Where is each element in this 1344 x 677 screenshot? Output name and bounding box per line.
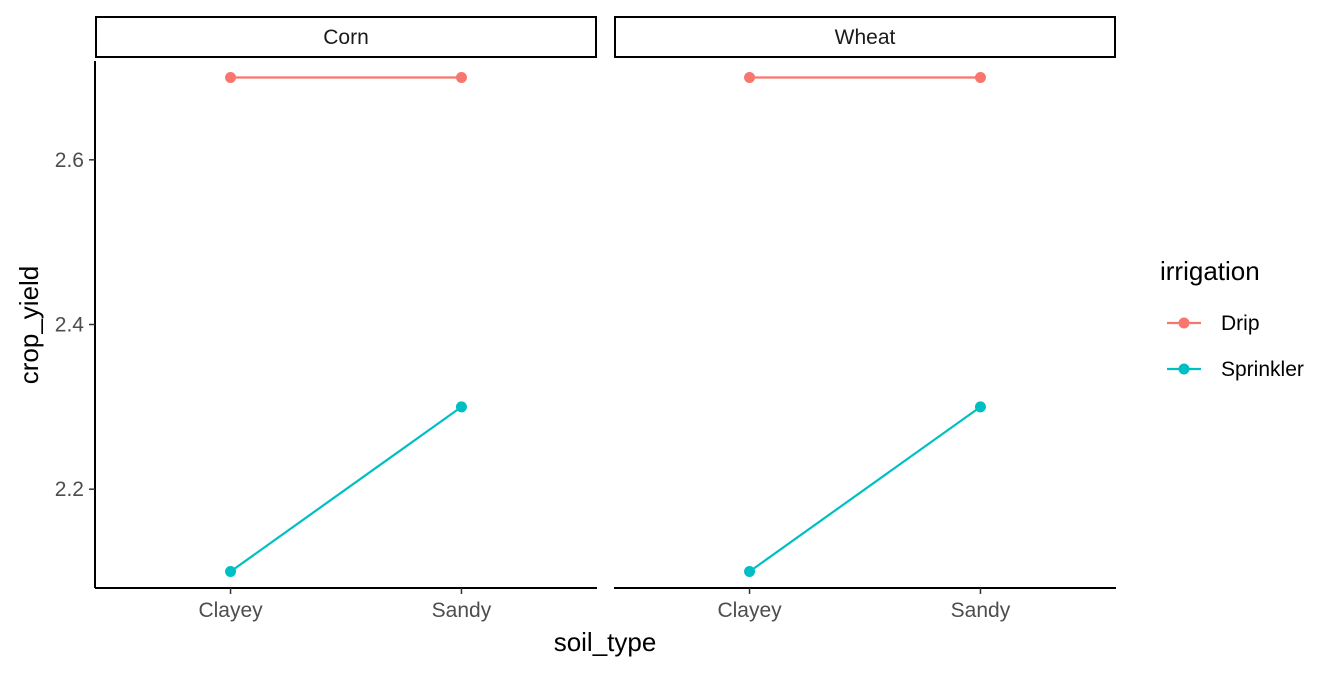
legend-label-drip: Drip xyxy=(1221,312,1260,335)
data-point-drip-wheat-sandy xyxy=(974,71,986,83)
data-point-drip-wheat-clayey xyxy=(744,71,756,83)
y-tick-label: 2.2 xyxy=(55,478,84,501)
facet-strip-corn xyxy=(95,16,597,58)
legend-title: irrigation xyxy=(1160,256,1260,286)
series-layer xyxy=(225,71,986,578)
y-axis-title: crop_yield xyxy=(14,266,44,385)
facet-strip-label-wheat: Wheat xyxy=(835,26,896,49)
legend-key-point-sprinkler xyxy=(1178,363,1190,375)
facet-strip-label-corn: Corn xyxy=(323,26,369,49)
data-point-drip-corn-sandy xyxy=(455,71,467,83)
x-tick-label-corn-clayey: Clayey xyxy=(198,599,263,622)
legend-layer: irrigation Drip Sprinkler xyxy=(1160,256,1304,381)
data-point-sprinkler-corn-clayey xyxy=(225,566,237,578)
series-line-sprinkler-wheat xyxy=(748,405,982,573)
x-tick-label-corn-sandy: Sandy xyxy=(432,599,492,622)
x-tick-label-wheat-clayey: Clayey xyxy=(717,599,782,622)
y-tick-label: 2.6 xyxy=(55,149,84,172)
y-tick-label: 2.4 xyxy=(55,314,85,337)
axes-layer: Clayey Sandy Clayey Sandy 2.2 2.4 2.6 xyxy=(55,61,1116,622)
x-tick-label-wheat-sandy: Sandy xyxy=(951,599,1011,622)
legend-label-sprinkler: Sprinkler xyxy=(1221,358,1304,381)
data-point-sprinkler-wheat-sandy xyxy=(974,401,986,413)
legend-key-point-drip xyxy=(1178,317,1190,329)
panels-layer: Corn Wheat xyxy=(95,16,1116,58)
data-point-drip-corn-clayey xyxy=(225,71,237,83)
facet-strip-wheat xyxy=(614,16,1116,58)
series-line-sprinkler-corn xyxy=(229,405,463,573)
data-point-sprinkler-corn-sandy xyxy=(455,401,467,413)
data-point-sprinkler-wheat-clayey xyxy=(744,566,756,578)
x-axis-title: soil_type xyxy=(554,627,657,657)
